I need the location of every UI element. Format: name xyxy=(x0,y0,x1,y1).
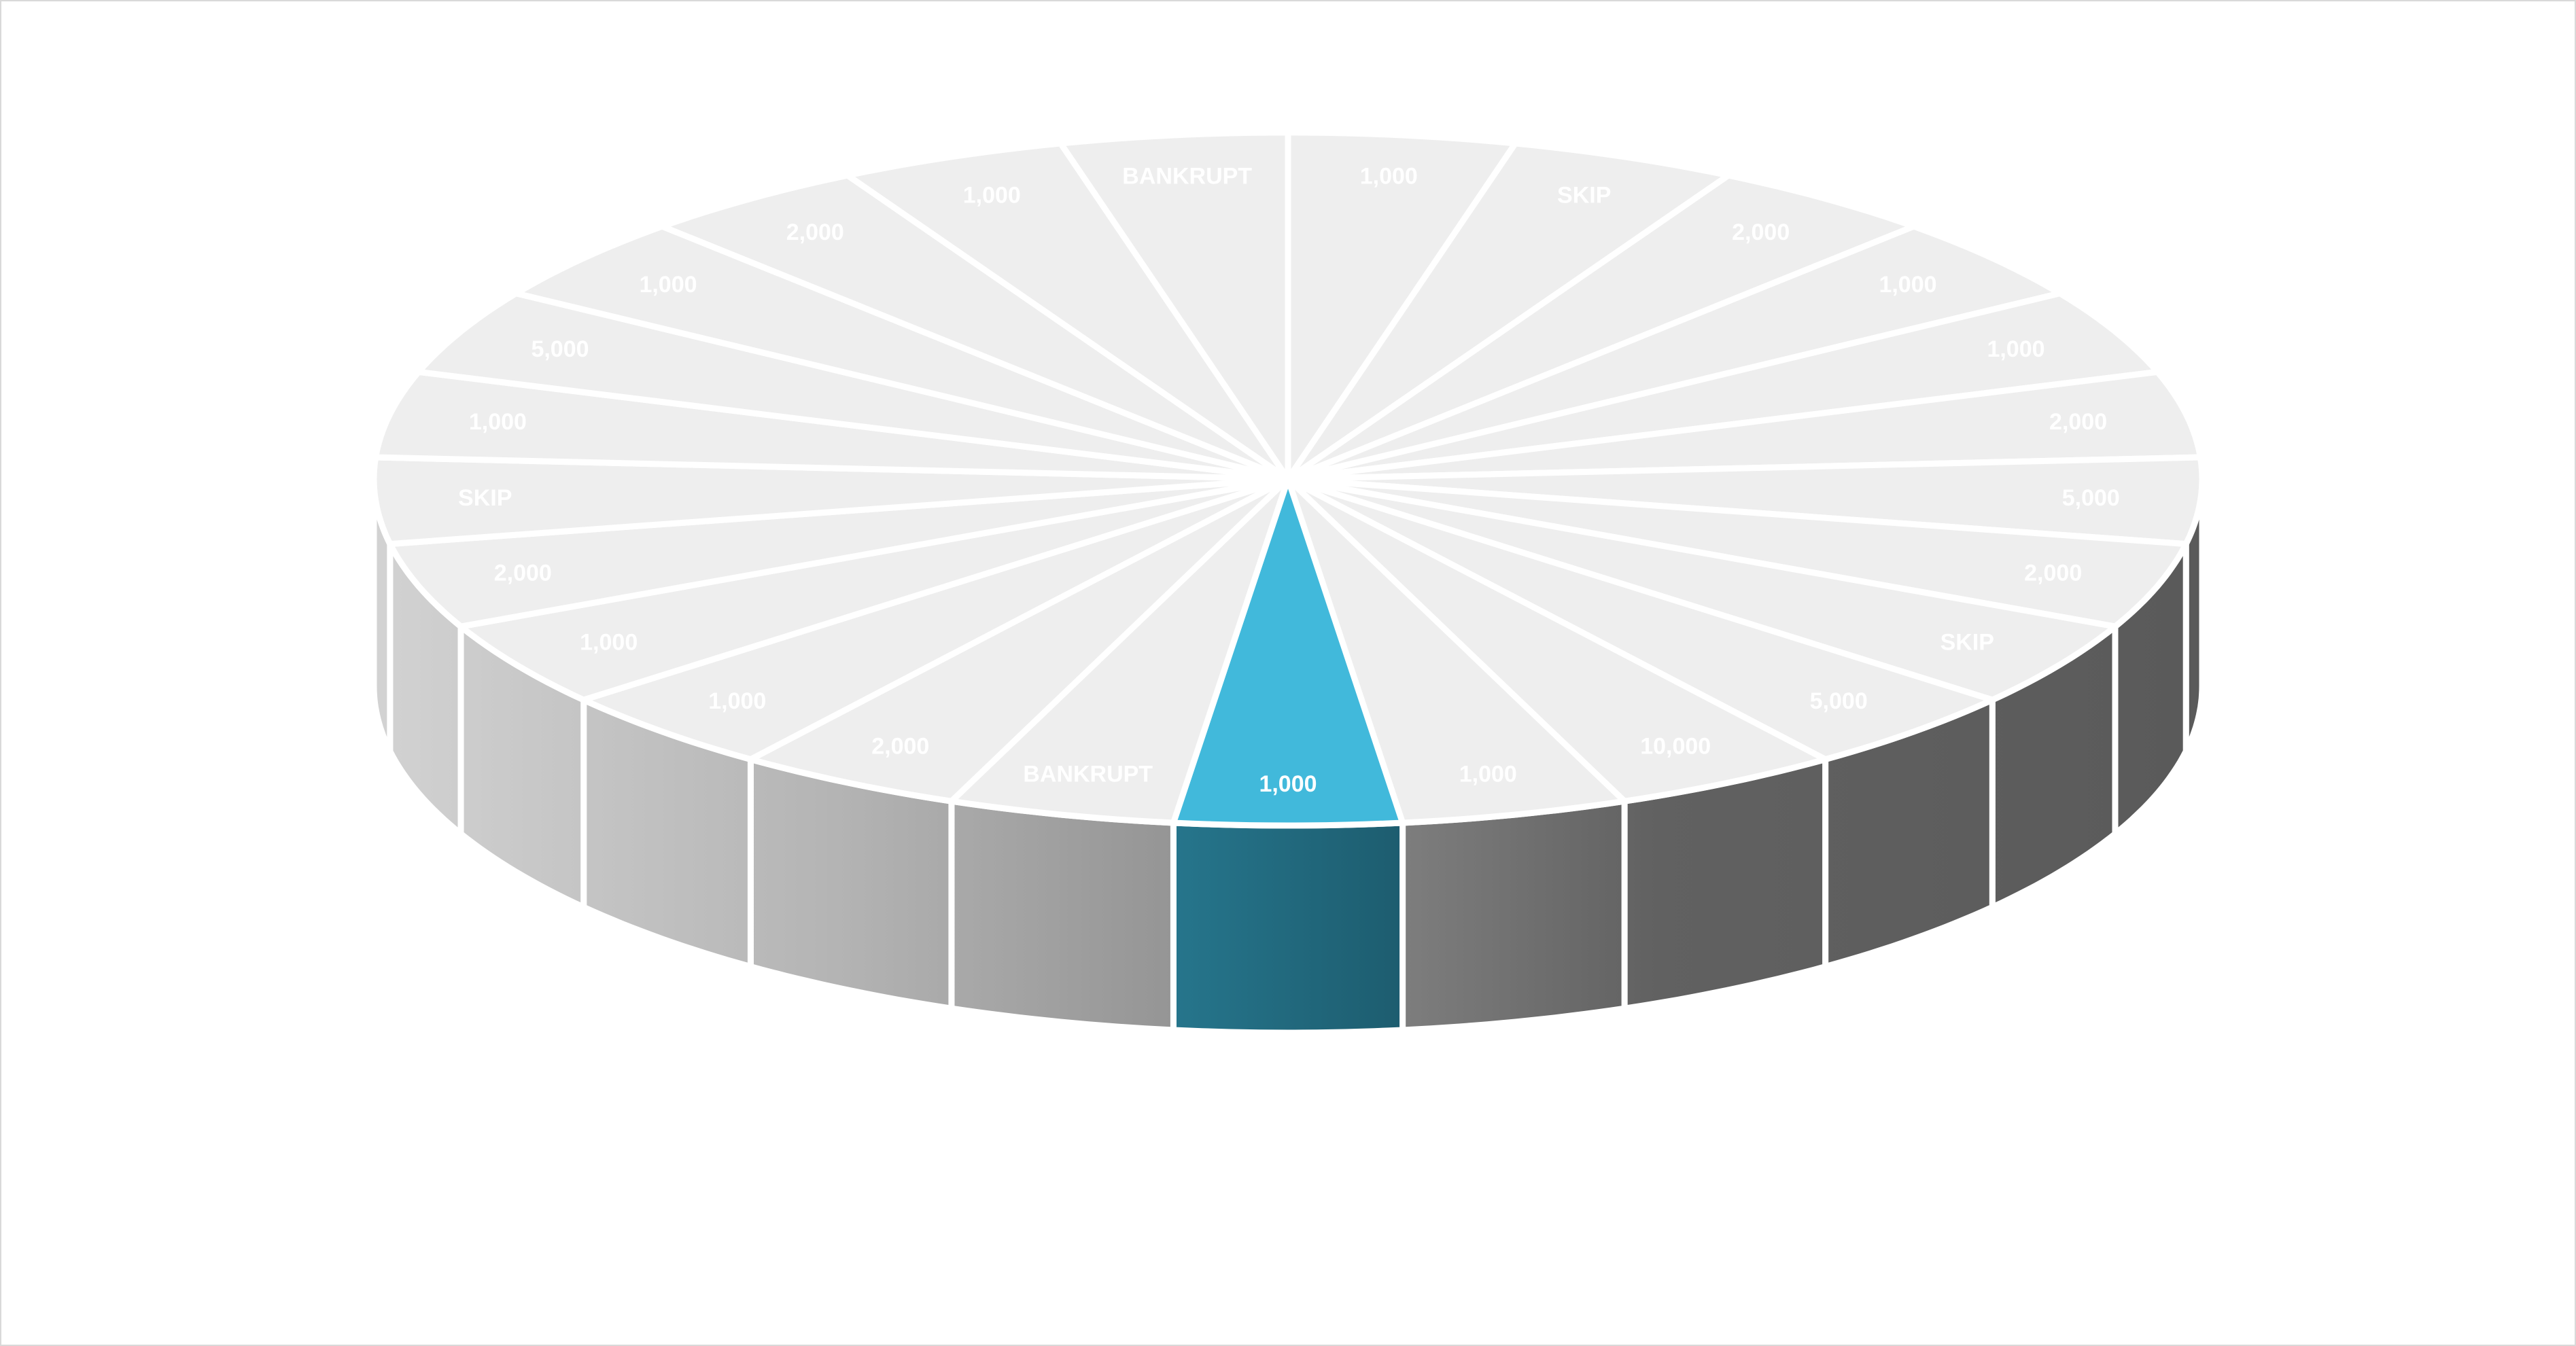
wheel-label: 1,000 xyxy=(639,272,697,298)
wheel-side-segment xyxy=(948,798,1177,1033)
wheel-label: 1,000 xyxy=(708,688,766,714)
wheel-segment xyxy=(1285,454,2206,548)
wheel-segment xyxy=(844,140,1291,482)
wheel-label: 2,000 xyxy=(786,219,844,245)
wheel-segment xyxy=(1285,476,2119,703)
wheel-label: BANKRUPT xyxy=(1122,164,1252,190)
wheel-segment xyxy=(1285,476,1628,826)
wheel-segment xyxy=(948,476,1291,826)
wheel-label: 2,000 xyxy=(871,733,929,759)
wheel-segment xyxy=(747,476,1291,804)
wheel-segment xyxy=(415,290,1291,482)
wheel-label: 1,000 xyxy=(1459,762,1517,787)
wheel-label: 2,000 xyxy=(1732,219,1790,245)
wheel-label: 1,000 xyxy=(1360,164,1418,190)
wheel-label: SKIP xyxy=(1557,183,1611,209)
wheel-label: 1,000 xyxy=(963,183,1021,209)
wheel-segment xyxy=(1285,476,1996,763)
wheel-segment xyxy=(659,172,1291,482)
wheel-label: 1,000 xyxy=(580,630,638,656)
wheel-segment xyxy=(370,454,1291,548)
wheel-label: 1,000 xyxy=(1879,272,1936,298)
wheel-segment xyxy=(580,476,1291,763)
wheel-label: 5,000 xyxy=(531,336,589,362)
wheel-label: SKIP xyxy=(458,485,512,511)
wheel-label: SKIP xyxy=(1940,630,1994,656)
wheel-label: 1,000 xyxy=(1987,336,2044,362)
wheel-label: 1,000 xyxy=(469,409,527,435)
wheel-label: 2,000 xyxy=(494,561,552,586)
wheel-segment xyxy=(1285,290,2161,482)
wheel-segment xyxy=(1285,223,2064,482)
wheel-segment xyxy=(1058,129,1291,482)
wheel-label: 2,000 xyxy=(2024,561,2082,586)
wheel-segment xyxy=(1285,140,1732,482)
wheel-segment xyxy=(1285,476,2189,630)
wheel-segment xyxy=(387,476,1291,630)
wheel-segment-highlighted xyxy=(1170,476,1406,829)
wheel-label: 10,000 xyxy=(1640,733,1711,759)
wheel-side-segment xyxy=(1399,798,1628,1033)
wheel-segment xyxy=(1285,172,1917,482)
wheel-label: 5,000 xyxy=(1810,688,1868,714)
wheel-label-highlighted: 1,000 xyxy=(1259,771,1317,797)
wheel-segment xyxy=(457,476,1291,703)
wheel-label: 5,000 xyxy=(2062,485,2120,511)
wheel-segment xyxy=(1285,368,2204,482)
wheel-top xyxy=(370,129,2206,829)
wheel-label: BANKRUPT xyxy=(1023,762,1153,787)
wheel-label: 2,000 xyxy=(2049,409,2107,435)
wheel-segment xyxy=(1285,476,1829,804)
wheel-side xyxy=(370,476,2206,1036)
wheel-side-segment xyxy=(1170,819,1406,1036)
wheel-segment xyxy=(512,223,1291,482)
wheel-labels: 1,000 SKIP 2,000 1,000 1,000 2,000 5,000 2,000 S… xyxy=(458,164,2120,797)
